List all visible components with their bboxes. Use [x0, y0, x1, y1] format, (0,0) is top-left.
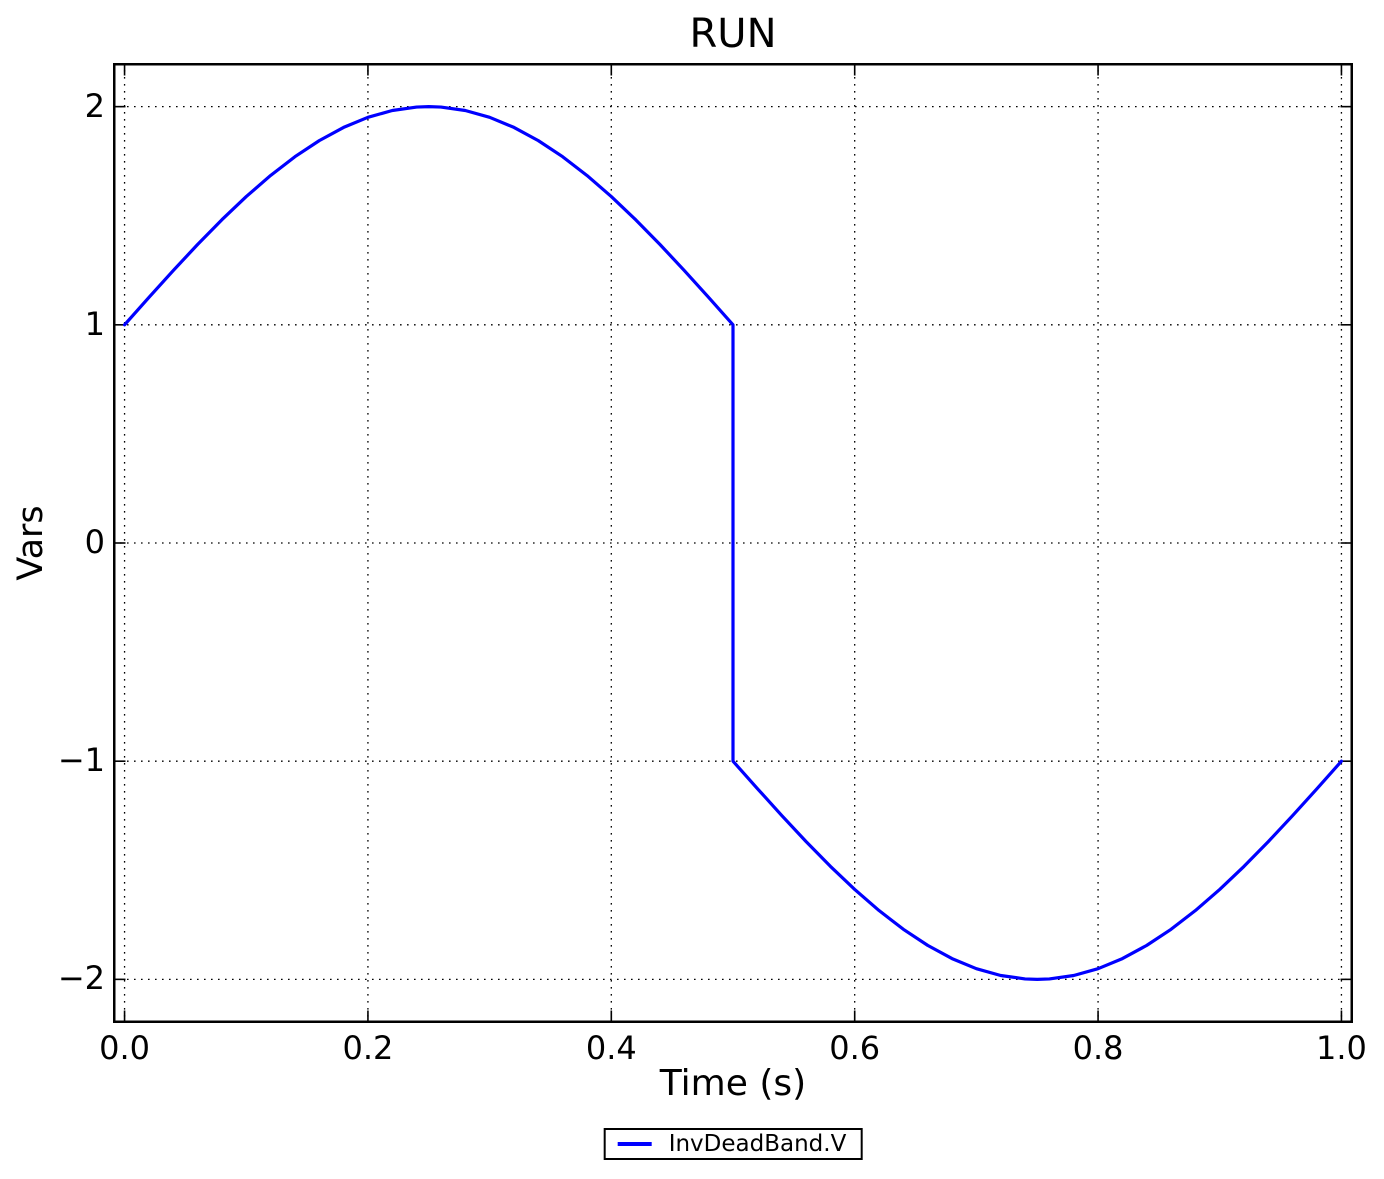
x-tick-label: 0.0 [99, 1029, 150, 1067]
legend-label: InvDeadBand.V [668, 1131, 847, 1157]
y-tick-label: 0 [84, 523, 105, 562]
plot-canvas [113, 63, 1353, 1023]
x-tick-label: 0.6 [829, 1029, 881, 1067]
x-tick-label: 0.2 [342, 1029, 394, 1067]
x-tick-label: 1.0 [1315, 1029, 1367, 1067]
x-tick-label: 0.4 [585, 1029, 637, 1067]
chart-title: RUN [689, 11, 777, 57]
y-tick-label: 1 [84, 305, 105, 344]
x-axis-title: Time (s) [659, 1063, 807, 1104]
series-line [122, 105, 1344, 981]
y-axis-title-text: Vars [11, 505, 51, 581]
y-tick-label: −1 [57, 741, 105, 780]
axes-frame [113, 63, 1353, 1023]
y-tick-label: 2 [84, 86, 105, 125]
legend-line-sample [617, 1142, 652, 1146]
x-tick-label: 0.8 [1072, 1029, 1124, 1067]
y-tick-label: −2 [57, 959, 105, 998]
plot-area [113, 63, 1353, 1023]
legend: InvDeadBand.V [603, 1128, 863, 1160]
